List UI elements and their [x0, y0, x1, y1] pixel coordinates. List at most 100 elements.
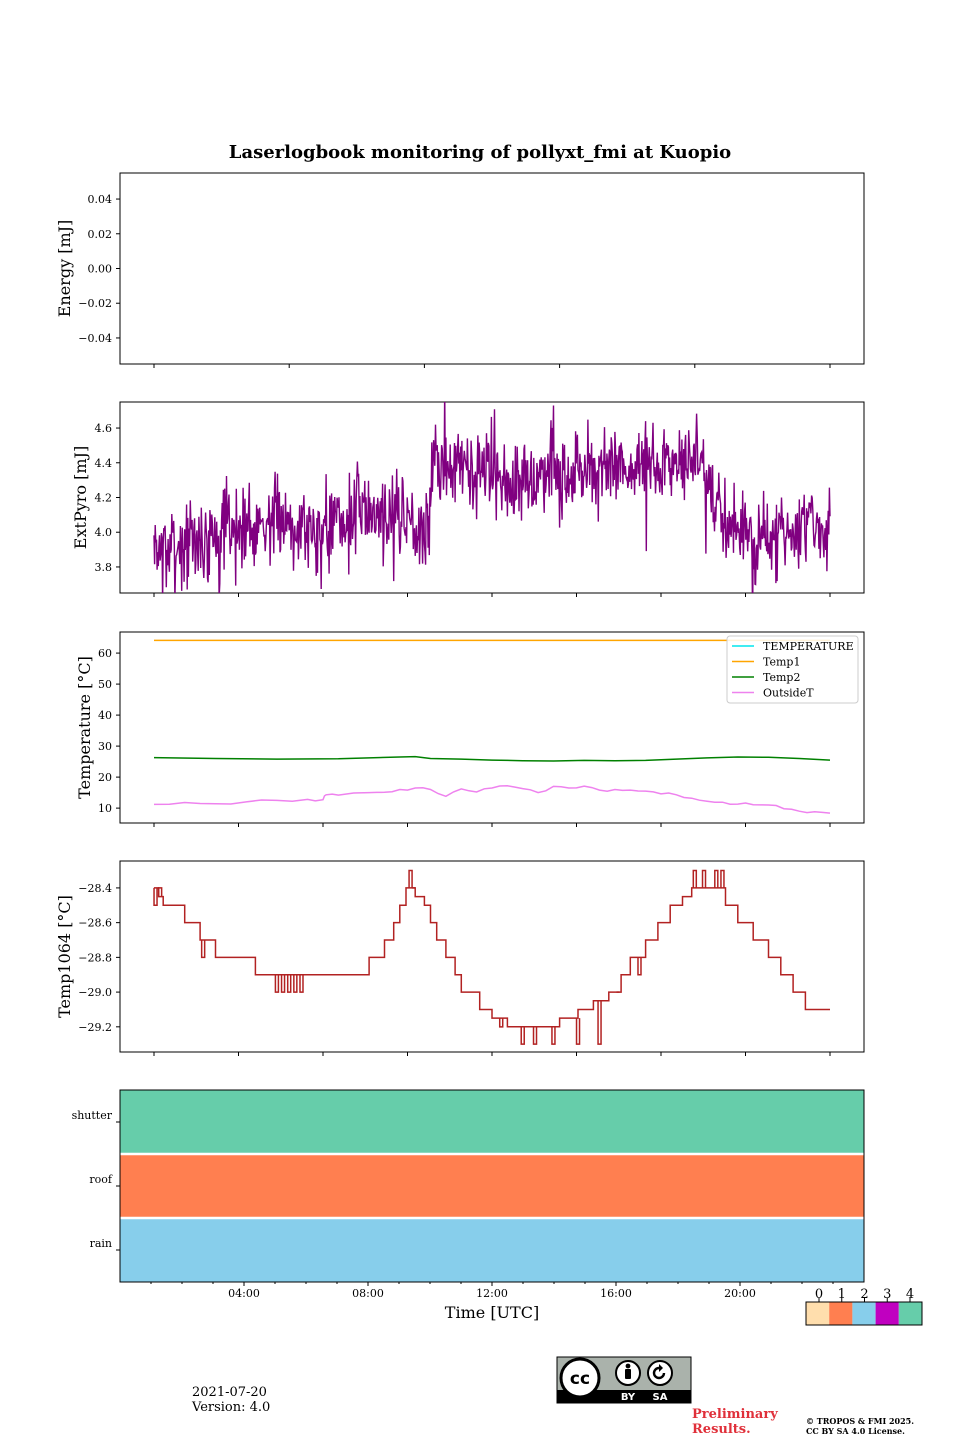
temperature-y-tick-label: 50: [98, 678, 112, 691]
energy-y-axis-label: Energy [mJ]: [55, 220, 74, 318]
temp1064-spike: [153, 887, 158, 907]
sa-icon-arrowhead: [659, 1364, 663, 1372]
cc-sa-label: SA: [653, 1392, 668, 1403]
temp1064-spike: [532, 1026, 538, 1045]
extpyro-series-extpyro: [153, 402, 831, 593]
temp1064-y-tick-label: −28.8: [78, 951, 112, 964]
preliminary-label: Preliminary: [692, 1407, 778, 1422]
license-line: CC BY SA 4.0 License.: [806, 1426, 905, 1436]
temperature-series-outsidet: [153, 785, 831, 814]
panel-temperature: 10 20 30 40 50 60 Temperature [°C] TEMPERATURE T…: [75, 631, 865, 827]
extpyro-y-tick-label: 3.8: [95, 561, 113, 574]
extpyro-y-tick-label: 4.6: [95, 422, 113, 435]
panel-extpyro: 3.8 4.0 4.2 4.4 4.6 ExtPyro [mJ]: [71, 401, 865, 597]
status-x-tick-label: 16:00: [600, 1287, 632, 1300]
by-icon-body: [625, 1369, 631, 1379]
colorbar-swatch-2: [852, 1302, 876, 1325]
extpyro-y-tick-label: 4.2: [95, 492, 113, 505]
temp1064-spike: [637, 957, 642, 976]
status-row-shutter: [120, 1090, 864, 1154]
temp1064-spike: [551, 1026, 556, 1045]
cc-license-badge: cc BY SA: [556, 1356, 692, 1404]
energy-y-tick-label: 0.00: [88, 263, 113, 276]
temperature-y-axis-label: Temperature [°C]: [75, 656, 94, 799]
status-row-rain: [120, 1218, 864, 1282]
energy-axes-frame: [119, 172, 865, 365]
colorbar-tick-label: 1: [838, 1287, 846, 1302]
colorbar-tick-label: 3: [883, 1287, 891, 1302]
status-row-roof: [120, 1154, 864, 1218]
temp1064-spike: [597, 1000, 602, 1045]
extpyro-y-tick-label: 4.4: [95, 457, 113, 470]
legend-label-outsidet: OutsideT: [763, 687, 814, 700]
extpyro-y-tick-label: 4.0: [95, 526, 113, 539]
colorbar-swatch-1: [829, 1302, 853, 1325]
cc-icon: [559, 1357, 601, 1399]
sa-icon-arrow: [652, 1366, 666, 1380]
temp1064-spike: [720, 869, 725, 888]
temp1064-y-axis-label: Temp1064 [°C]: [55, 895, 74, 1018]
by-icon-head: [625, 1363, 631, 1369]
temperature-y-tick-label: 20: [98, 771, 112, 784]
energy-y-tick-label: −0.04: [78, 332, 112, 345]
temp1064-spike: [692, 869, 698, 888]
legend-label-temp2: Temp2: [763, 671, 800, 684]
legend-label-temperature: TEMPERATURE: [763, 640, 854, 653]
status-x-tick-label: 08:00: [352, 1287, 384, 1300]
temp1064-spike: [157, 887, 163, 897]
status-x-tick-label: 04:00: [228, 1287, 260, 1300]
temp1064-spike: [714, 869, 719, 888]
x-axis-label: Time [UTC]: [445, 1303, 539, 1322]
temperature-legend: [726, 635, 859, 704]
temp1064-y-tick-label: −29.0: [78, 986, 112, 999]
panel-temp1064: −29.2 −29.0 −28.8 −28.6 −28.4 Temp1064 [°C]: [55, 860, 865, 1056]
status-row-label-rain: rain: [90, 1237, 112, 1250]
results-label: Results.: [692, 1422, 751, 1437]
temp1064-spike: [520, 1026, 525, 1045]
status-x-tick-label: 12:00: [476, 1287, 508, 1300]
status-row-label-shutter: shutter: [72, 1109, 113, 1122]
temperature-series-temp2: [153, 755, 831, 762]
temp1064-y-tick-label: −28.4: [78, 882, 112, 895]
panel-status: shutter roof rain 04:00 08:00 12:00 16:00 20:00: [72, 1089, 865, 1300]
footer-version: Version: 4.0: [191, 1400, 270, 1415]
temp1064-y-tick-label: −28.6: [78, 917, 112, 930]
sa-sharealike-icon: [647, 1360, 673, 1386]
colorbar-tick-label: 2: [860, 1287, 868, 1302]
energy-y-tick-label: −0.02: [78, 297, 112, 310]
temperature-y-tick-label: 40: [98, 709, 112, 722]
temp1064-spike: [701, 869, 707, 888]
cc-icon-glyph: cc: [570, 1369, 590, 1389]
temperature-y-tick-label: 10: [98, 802, 112, 815]
status-x-tick-label: 20:00: [724, 1287, 756, 1300]
temp1064-series-temp1064: [154, 887, 830, 1028]
panel-energy: −0.04 −0.02 0.00 0.02 0.04 Energy [mJ]: [55, 172, 865, 368]
colorbar-tick-label: 4: [906, 1287, 914, 1302]
temp1064-spike: [498, 1018, 504, 1028]
cc-by-label: BY: [621, 1392, 636, 1403]
temp1064-spike: [293, 974, 298, 993]
colorbar-tick-label: 0: [815, 1287, 823, 1302]
copyright-line: © TROPOS & FMI 2025.: [806, 1416, 914, 1426]
temp1064-spike: [280, 974, 286, 993]
colorbar-swatch-0: [806, 1302, 830, 1325]
status-row-label-roof: roof: [89, 1173, 113, 1186]
figure-title: Laserlogbook monitoring of pollyxt_fmi a…: [229, 142, 731, 163]
temperature-y-tick-label: 30: [98, 740, 112, 753]
temp1064-y-tick-label: −29.2: [78, 1021, 112, 1034]
colorbar-swatch-3: [875, 1302, 899, 1325]
temp1064-spike: [299, 974, 304, 993]
legend-label-temp1: Temp1: [763, 656, 800, 669]
temp1064-axes-frame: [119, 860, 865, 1053]
temp1064-spike: [575, 1018, 581, 1045]
energy-y-tick-label: 0.02: [88, 228, 113, 241]
energy-y-tick-label: 0.04: [88, 193, 113, 206]
footer-date: 2021-07-20: [192, 1385, 267, 1400]
temp1064-spike: [274, 974, 280, 993]
temp1064-spike: [200, 940, 206, 959]
extpyro-y-axis-label: ExtPyro [mJ]: [71, 446, 90, 549]
temp1064-spike: [286, 974, 292, 993]
colorbar-swatch-4: [898, 1302, 922, 1325]
